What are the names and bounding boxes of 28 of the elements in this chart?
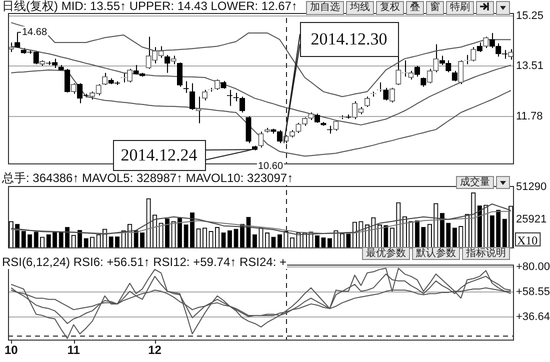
x-tick-label: 11 bbox=[67, 343, 80, 358]
annotation: 10.60 bbox=[258, 160, 284, 172]
text: 最优参数 bbox=[362, 247, 410, 260]
x-tick-label: 10 bbox=[4, 343, 18, 358]
annotation: 成交量 bbox=[456, 176, 494, 189]
text: 默认参数 bbox=[412, 247, 460, 260]
chart-title: RSI(6,12,24) RSI6: +56.51↑ RSI12: +59.74↑ RSI24: + bbox=[2, 255, 287, 269]
y-tick-label: 25921 bbox=[516, 214, 547, 226]
y-tick-label: 13.51 bbox=[516, 60, 544, 72]
chart-title: 总手: 364386↑ MAVOL5: 328987↑ MAVOL10: 323097↑ bbox=[2, 171, 294, 185]
text: 指标说明 bbox=[462, 247, 510, 260]
annotation: 均线 bbox=[346, 1, 374, 15]
y-tick-label: +36.64 bbox=[516, 311, 550, 324]
annotation: 窗 bbox=[426, 1, 444, 15]
annotation: 加自选 bbox=[306, 1, 344, 15]
annotation: 复权 bbox=[376, 1, 404, 15]
y-tick-label: 51290 bbox=[516, 180, 547, 193]
y-tick-label: 15.25 bbox=[516, 10, 544, 22]
x-tick-label: 12 bbox=[148, 343, 162, 358]
y-axis-title: X10 bbox=[517, 234, 538, 248]
annotation: 特刷 bbox=[446, 1, 474, 15]
annotation: 叠 bbox=[406, 1, 424, 15]
y-tick-label: +80.00 bbox=[516, 261, 550, 274]
annotation: 2014.12.30 bbox=[310, 29, 388, 48]
y-tick-label: 11.78 bbox=[516, 110, 543, 122]
y-tick-label: +58.55 bbox=[516, 286, 550, 298]
chart-title: 日线(复权) MID: 13.55↑ UPPER: 14.43 LOWER: 12.67↑ bbox=[2, 0, 298, 13]
annotation: 2014.12.24 bbox=[120, 145, 198, 164]
